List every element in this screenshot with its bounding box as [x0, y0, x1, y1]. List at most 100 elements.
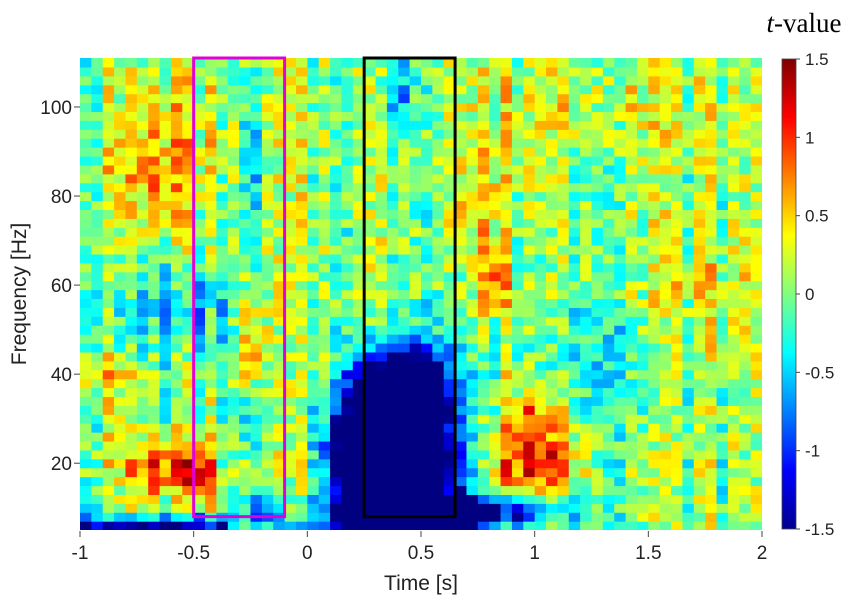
heatmap-cell: [102, 423, 115, 433]
colorbar-title-rest: -value: [774, 8, 841, 38]
heatmap-cell: [216, 111, 229, 121]
heatmap-cell: [546, 66, 558, 77]
heatmap-cell: [557, 245, 570, 255]
heatmap-cell: [330, 191, 343, 202]
heatmap-cell: [432, 521, 445, 530]
heatmap-cell: [148, 458, 161, 469]
heatmap-cell: [489, 334, 502, 344]
heatmap-cell: [477, 209, 490, 219]
heatmap-cell: [432, 236, 445, 246]
heatmap-cell: [114, 245, 127, 255]
heatmap-cell: [398, 467, 411, 478]
heatmap-cell: [636, 66, 649, 77]
heatmap-cell: [477, 253, 490, 264]
heatmap-cell: [705, 342, 718, 353]
heatmap-cell: [216, 494, 229, 504]
heatmap-cell: [341, 191, 354, 202]
heatmap-cell: [227, 396, 240, 406]
heatmap-cell: [648, 289, 661, 300]
heatmap-cell: [182, 182, 195, 193]
heatmap-cell: [443, 414, 456, 424]
heatmap-cell: [205, 102, 217, 113]
heatmap-cell: [375, 262, 388, 273]
heatmap-cell: [136, 316, 149, 326]
heatmap-cell: [421, 280, 433, 291]
heatmap-cell: [636, 164, 649, 175]
heatmap-cell: [386, 218, 399, 228]
heatmap-cell: [193, 75, 206, 86]
heatmap-cell: [477, 494, 490, 504]
heatmap-cell: [239, 111, 252, 121]
heatmap-cell: [91, 476, 104, 487]
heatmap-cell: [239, 245, 252, 255]
heatmap-cell: [534, 182, 547, 193]
heatmap-cell: [614, 209, 627, 219]
heatmap-cell: [648, 503, 661, 513]
heatmap-cell: [705, 84, 718, 95]
heatmap-cell: [227, 325, 240, 335]
heatmap-cell: [671, 271, 684, 282]
heatmap-cell: [91, 360, 104, 371]
heatmap-cell: [432, 227, 445, 237]
heatmap-cell: [193, 423, 206, 433]
heatmap-cell: [489, 280, 502, 291]
heatmap-cell: [466, 432, 479, 442]
heatmap-cell: [693, 342, 706, 353]
heatmap-cell: [114, 485, 127, 495]
heatmap-cell: [568, 58, 581, 68]
heatmap-cell: [671, 369, 684, 380]
heatmap-cell: [602, 485, 615, 495]
heatmap-cell: [182, 209, 195, 219]
heatmap-cell: [602, 58, 615, 68]
heatmap-cell: [636, 173, 649, 184]
heatmap-cell: [466, 111, 479, 121]
heatmap-cell: [273, 334, 286, 344]
heatmap-cell: [409, 58, 422, 68]
heatmap-cell: [546, 262, 558, 273]
heatmap-cell: [477, 236, 490, 246]
heatmap-cell: [568, 494, 581, 504]
heatmap-cell: [102, 396, 115, 406]
heatmap-cell: [511, 120, 524, 130]
heatmap-cell: [91, 164, 104, 175]
heatmap-cell: [602, 476, 615, 487]
heatmap-cell: [432, 449, 445, 460]
heatmap-cell: [341, 289, 354, 300]
heatmap-cell: [102, 253, 115, 264]
heatmap-cell: [159, 378, 172, 389]
heatmap-cell: [523, 155, 536, 166]
heatmap-cell: [466, 147, 479, 157]
heatmap-cell: [511, 155, 524, 166]
heatmap-cell: [489, 467, 502, 478]
heatmap-cell: [159, 66, 172, 77]
heatmap-cell: [284, 369, 297, 380]
heatmap-cell: [432, 298, 445, 308]
heatmap-cell: [716, 503, 729, 513]
heatmap-cell: [500, 209, 513, 219]
heatmap-cell: [250, 458, 263, 469]
heatmap-cell: [114, 334, 127, 344]
heatmap-cell: [364, 58, 377, 68]
heatmap-cell: [432, 503, 445, 513]
heatmap-cell: [114, 494, 127, 504]
heatmap-cell: [705, 138, 718, 148]
heatmap-cell: [386, 182, 399, 193]
heatmap-cell: [398, 369, 411, 380]
heatmap-cell: [102, 120, 115, 130]
heatmap-cell: [671, 360, 684, 371]
heatmap-cell: [295, 396, 308, 406]
heatmap-cell: [636, 102, 649, 113]
heatmap-cell: [671, 325, 684, 335]
heatmap-cell: [102, 351, 115, 362]
heatmap-cell: [421, 209, 433, 219]
heatmap-cell: [443, 209, 456, 219]
heatmap-cell: [239, 129, 252, 139]
heatmap-cell: [318, 298, 331, 308]
heatmap-cell: [750, 84, 762, 95]
heatmap-cell: [341, 396, 354, 406]
heatmap-cell: [671, 503, 684, 513]
heatmap-cell: [341, 405, 354, 415]
heatmap-cell: [386, 164, 399, 175]
heatmap-cell: [114, 342, 127, 353]
heatmap-cell: [239, 351, 252, 362]
